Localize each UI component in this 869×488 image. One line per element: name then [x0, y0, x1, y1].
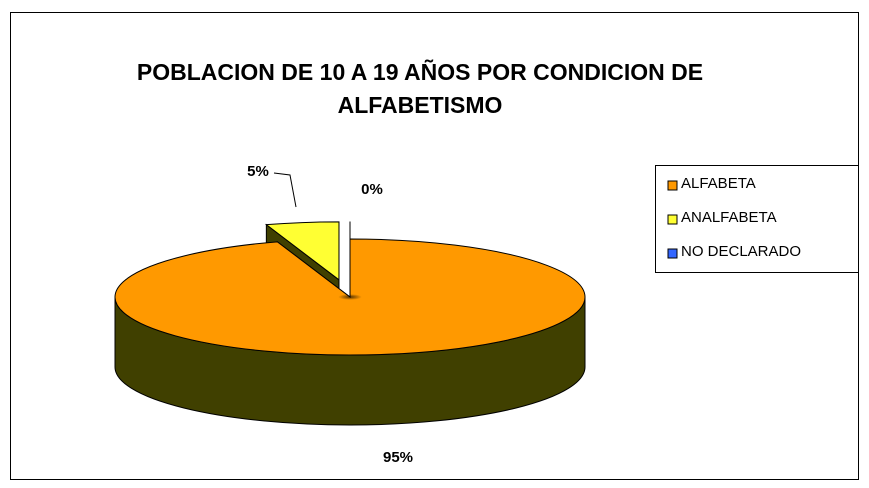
data-label: 95% [383, 449, 413, 466]
slice-top [114, 238, 586, 356]
legend-marker [667, 248, 678, 259]
leader-line [273, 172, 297, 208]
legend-label: NO DECLARADO [681, 243, 801, 260]
legend-box [655, 165, 859, 273]
slice [114, 238, 586, 426]
chart-title: POBLACION DE 10 A 19 AÑOS POR CONDICION … [136, 59, 704, 118]
legend-label: ANALFABETA [681, 209, 777, 226]
legend-label: ALFABETA [681, 175, 756, 192]
slice-top [265, 221, 340, 281]
data-label: 0% [361, 181, 383, 198]
data-label: 5% [247, 163, 269, 180]
legend-marker [667, 214, 678, 225]
legend-marker [667, 180, 678, 191]
